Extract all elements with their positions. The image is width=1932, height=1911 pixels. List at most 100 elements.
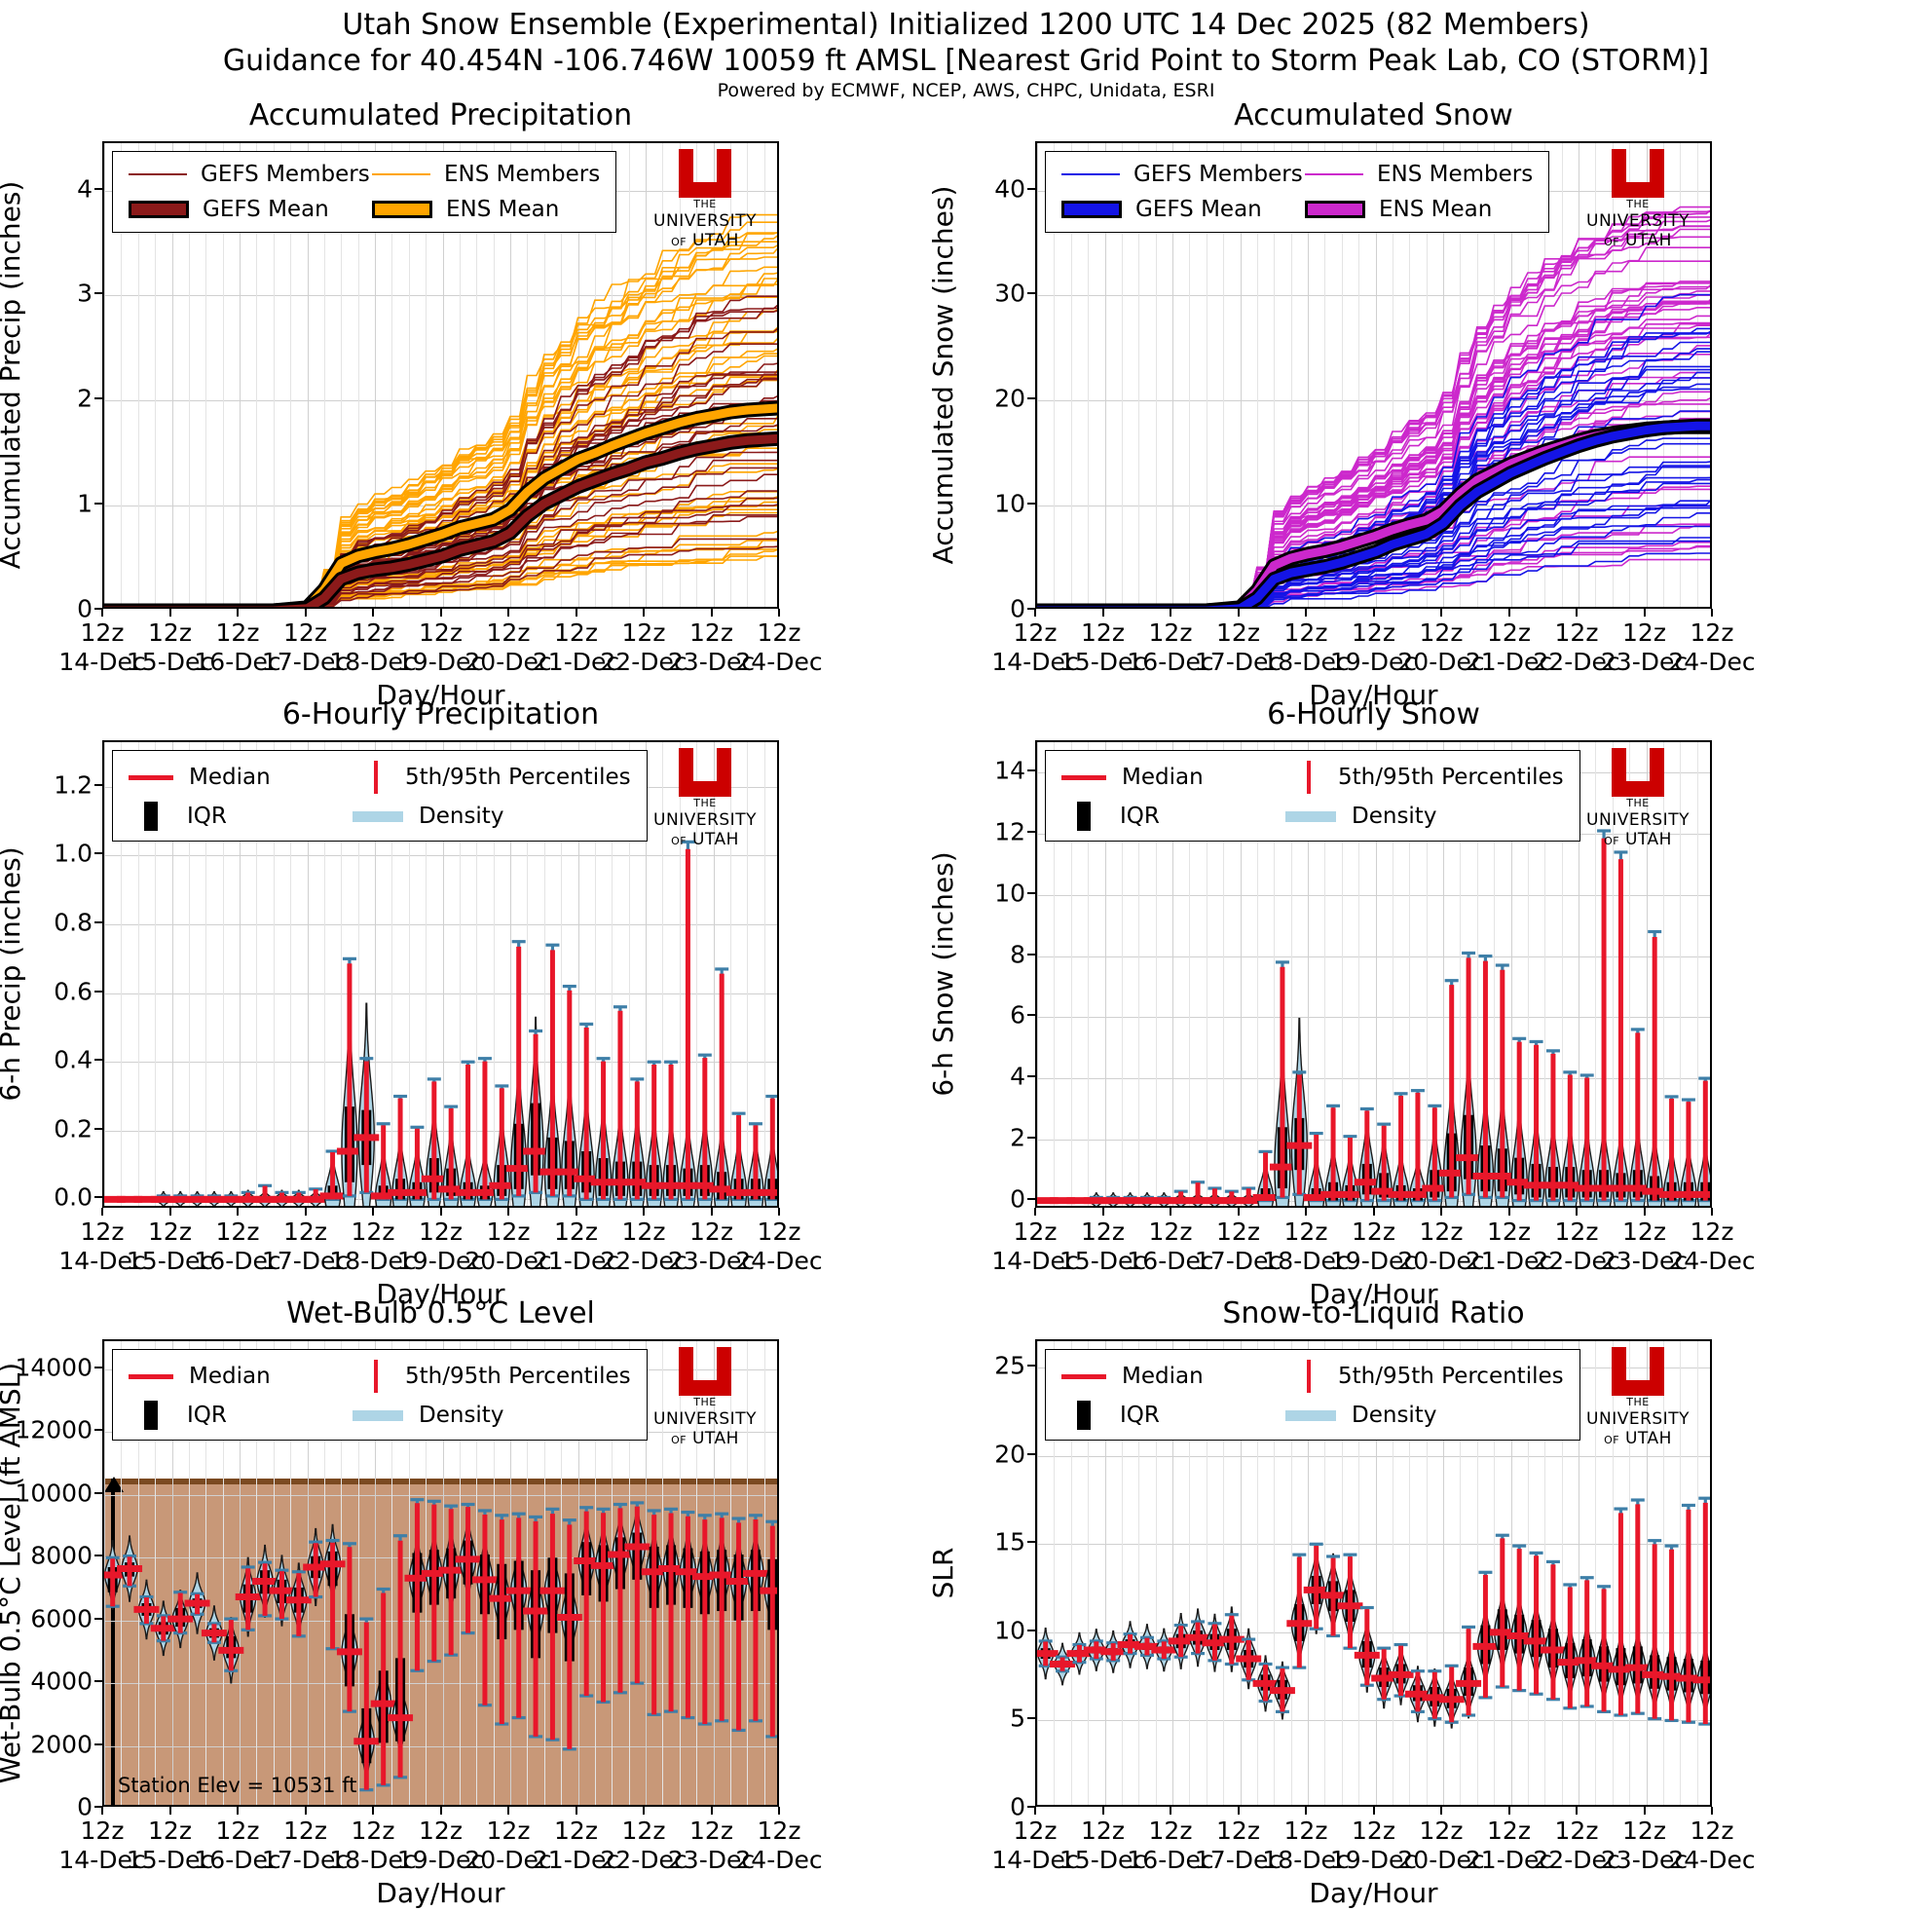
violin — [641, 1060, 667, 1206]
gridline-vertical-minor — [155, 143, 157, 607]
gridline-vertical-minor — [1223, 1341, 1225, 1805]
gridline-vertical — [1172, 143, 1173, 607]
violin — [624, 1077, 650, 1206]
y-tick-mark — [94, 1366, 102, 1368]
x-tick-label: 12z 16-Dec — [1127, 1817, 1213, 1874]
violin — [285, 1562, 312, 1638]
y-tick-label: 2000 — [30, 1730, 93, 1759]
x-tick-mark — [778, 1807, 780, 1815]
ensemble-member-line — [319, 555, 777, 607]
x-tick-label: 12z 23-Dec — [1601, 1817, 1688, 1874]
x-tick-mark — [1170, 1208, 1171, 1216]
x-tick-label: 12z 15-Dec — [1059, 1218, 1146, 1275]
violin — [590, 1507, 616, 1705]
legend-label-iqr: IQR — [187, 804, 227, 829]
legend-label-density: Density — [1352, 1403, 1437, 1428]
ensemble-member-line — [300, 232, 777, 607]
gridline-vertical-minor — [747, 742, 749, 1206]
ensemble-member-line — [1250, 465, 1710, 607]
gridline-vertical — [646, 742, 647, 1206]
x-tick-mark — [1507, 1208, 1510, 1216]
ensemble-member-line — [1239, 327, 1710, 607]
x-tick-mark — [643, 609, 645, 617]
y-axis-label: Accumulated Snow (inches) — [927, 185, 959, 565]
x-tick-mark — [372, 609, 374, 617]
gridline-vertical-minor — [121, 742, 123, 1206]
y-tick-mark — [94, 1491, 102, 1494]
x-tick-mark — [168, 1807, 171, 1815]
gridline-vertical-minor — [1409, 1341, 1411, 1805]
gridline-vertical — [171, 1341, 173, 1805]
y-tick-label: 5 — [1010, 1704, 1025, 1733]
legend-label-median: Median — [1122, 765, 1204, 790]
violin — [1202, 1613, 1228, 1672]
violin — [388, 1534, 414, 1780]
violin — [1168, 1613, 1194, 1669]
gridline-vertical — [307, 742, 309, 1206]
violin — [1151, 1628, 1177, 1672]
x-tick-label: 12z 14-Dec — [991, 1218, 1078, 1275]
y-axis-label: Wet-Bulb 0.5°C Level (ft AMSL) — [0, 1362, 26, 1784]
percentile-swatch — [1307, 761, 1311, 794]
y-tick-label: 20 — [994, 384, 1025, 413]
ens-member-swatch — [372, 173, 430, 175]
x-tick-mark — [101, 609, 103, 617]
violin — [489, 1514, 515, 1726]
violin — [150, 1600, 176, 1657]
x-tick-label: 12z 17-Dec — [1195, 1817, 1282, 1874]
y-tick-label: 8 — [1010, 940, 1025, 969]
x-tick-date: 16-Dec — [1127, 1845, 1214, 1874]
x-tick-mark — [1305, 1208, 1307, 1216]
x-tick-date: 19-Dec — [1329, 647, 1418, 676]
violin — [1100, 1630, 1127, 1673]
y-tick-label: 25 — [994, 1351, 1025, 1380]
violin — [641, 1509, 667, 1716]
y-tick-label: 15 — [994, 1527, 1025, 1556]
violin — [691, 1053, 718, 1206]
y-tick-mark — [94, 1806, 102, 1808]
x-tick-label: 12z 15-Dec — [127, 1817, 213, 1874]
x-tick-date: 14-Dec — [991, 647, 1079, 676]
ensemble-member-line — [304, 307, 777, 607]
violin — [1506, 1544, 1533, 1693]
y-tick-label: 1.0 — [54, 839, 93, 868]
u-block-icon — [1612, 149, 1664, 198]
violin — [1218, 1606, 1245, 1672]
gridline-vertical-minor — [527, 742, 529, 1206]
ensemble-member-line — [317, 505, 777, 607]
gridline-vertical-minor — [1662, 1341, 1664, 1805]
x-tick-date: 15-Dec — [1059, 647, 1147, 676]
university-of-utah-logo: THE UNIVERSITY OF UTAH — [643, 1347, 767, 1449]
gridline-vertical — [307, 143, 309, 607]
ensemble-member-line — [317, 490, 777, 607]
ensemble-member-line — [305, 369, 777, 607]
x-tick-label: 12z 20-Dec — [1397, 1218, 1484, 1275]
x-tick-label: 12z 20-Dec — [464, 1218, 551, 1275]
x-tick-mark — [439, 609, 442, 617]
violin-series — [1037, 829, 1710, 1206]
x-tick-label: 12z 23-Dec — [1601, 618, 1688, 676]
x-tick-date: 19-Dec — [1329, 1845, 1418, 1874]
figure-credit: Powered by ECMWF, NCEP, AWS, CHPC, Unida… — [717, 80, 1215, 101]
violin — [1456, 951, 1482, 1206]
x-tick-label: 12z 20-Dec — [1397, 618, 1484, 676]
x-tick-hour: 12z — [486, 618, 531, 647]
legend-label-percentiles: 5th/95th Percentiles — [405, 765, 631, 790]
violin — [388, 1094, 414, 1206]
ensemble-legend: GEFS Members ENS Members GEFS Mean ENS M… — [1045, 151, 1550, 233]
x-tick-label: 12z 15-Dec — [1059, 1817, 1146, 1874]
gridline-vertical-minor — [561, 143, 563, 607]
gridline-horizontal — [1037, 894, 1710, 896]
ensemble-member-line — [1231, 209, 1710, 607]
y-tick-label: 8000 — [30, 1541, 93, 1570]
y-tick-mark — [94, 608, 102, 610]
x-tick-mark — [1372, 609, 1375, 617]
ensemble-member-line — [318, 497, 777, 607]
ensemble-member-line — [1251, 545, 1710, 607]
gridline-horizontal — [104, 924, 777, 926]
ensemble-member-line — [302, 329, 777, 607]
x-tick-mark — [575, 1807, 577, 1815]
x-tick-date: 15-Dec — [1059, 1246, 1147, 1275]
gridline-vertical — [1646, 1341, 1648, 1805]
x-tick-mark — [1372, 1208, 1375, 1216]
